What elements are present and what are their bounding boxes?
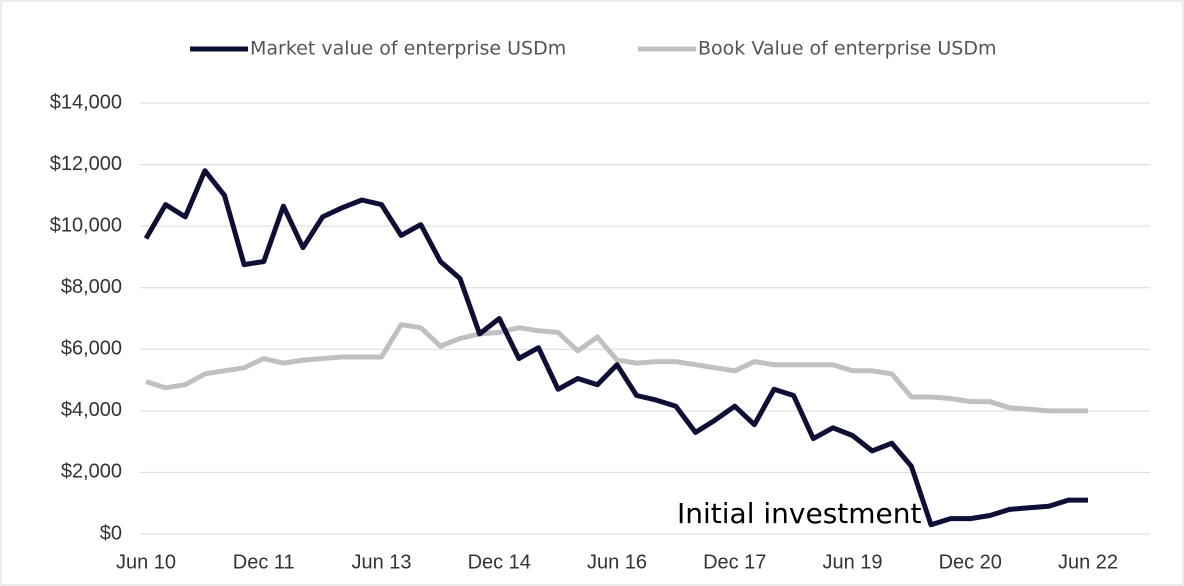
x-tick-label: Jun 10: [116, 551, 176, 573]
x-tick-label: Dec 14: [468, 551, 531, 573]
series-line: [145, 322, 1088, 414]
x-tick-label: Jun 19: [822, 551, 882, 573]
x-tick-label: Jun 13: [351, 551, 411, 573]
x-tick-label: Jun 22: [1058, 551, 1118, 573]
y-tick-label: $0: [100, 522, 122, 544]
legend-label: Market value of enterprise USDm: [250, 38, 566, 60]
y-tick-label: $6,000: [61, 338, 122, 360]
series-line: [143, 168, 1088, 528]
y-tick-label: $2,000: [61, 461, 122, 483]
x-tick-label: Dec 11: [233, 551, 295, 573]
legend-label: Book Value of enterprise USDm: [698, 38, 996, 60]
y-tick-label: $8,000: [61, 276, 122, 298]
x-tick-label: Jun 16: [587, 551, 647, 573]
y-tick-label: $10,000: [50, 214, 122, 236]
y-tick-label: $12,000: [50, 153, 122, 175]
x-tick-label: Dec 20: [939, 551, 1002, 573]
y-tick-label: $4,000: [61, 399, 122, 421]
y-tick-label: $14,000: [50, 91, 122, 113]
annotation: Initial investment: [677, 497, 922, 530]
x-tick-label: Dec 17: [703, 551, 766, 573]
